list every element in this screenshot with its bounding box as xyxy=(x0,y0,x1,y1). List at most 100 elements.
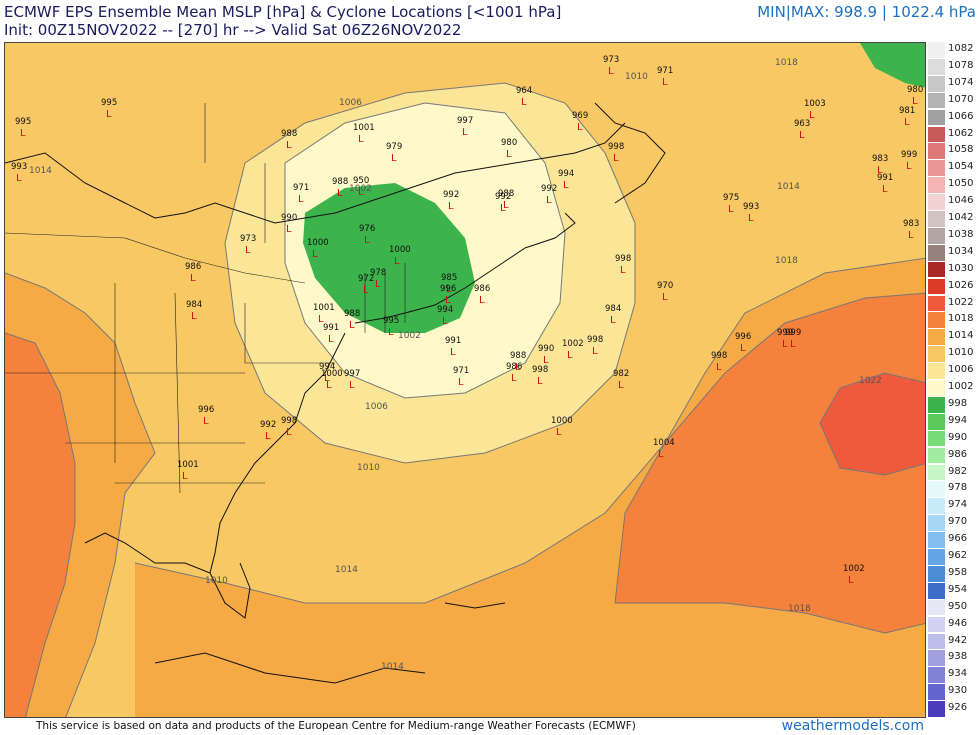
low-pressure-marker: L xyxy=(620,265,626,276)
isobar-label: 1022 xyxy=(859,376,882,386)
colorbar-label: 966 xyxy=(948,533,968,545)
low-pressure-value: 980 xyxy=(907,85,923,95)
low-pressure-marker: L xyxy=(906,161,912,172)
site-link[interactable]: weathermodels.com xyxy=(781,718,924,734)
colorbar-step: 962 xyxy=(928,549,978,565)
colorbar-label: 950 xyxy=(948,600,968,612)
colorbar-swatch xyxy=(928,92,945,109)
colorbar-swatch xyxy=(928,312,945,329)
low-pressure-value: 992 xyxy=(495,192,511,202)
pressure-field-1018-southwest xyxy=(5,333,75,717)
colorbar-swatch xyxy=(928,667,945,684)
low-pressure-marker: L xyxy=(790,339,796,350)
colorbar-label: 1066 xyxy=(948,110,974,122)
colorbar-label: 1054 xyxy=(948,161,974,173)
low-pressure-marker: L xyxy=(563,180,569,191)
colorbar-label: 990 xyxy=(948,431,968,443)
low-pressure-value: 986 xyxy=(474,284,490,294)
low-pressure-value: 998 xyxy=(532,365,548,375)
low-pressure-value: 996 xyxy=(735,332,751,342)
low-pressure-value: 1001 xyxy=(177,460,199,470)
colorbar-swatch xyxy=(928,464,945,481)
low-pressure-marker: L xyxy=(349,320,355,331)
low-pressure-value: 970 xyxy=(657,281,673,291)
colorbar-step: 1022 xyxy=(928,295,978,312)
colorbar-label: 978 xyxy=(948,482,968,494)
colorbar-swatch xyxy=(928,616,945,633)
map-title: ECMWF EPS Ensemble Mean MSLP [hPa] & Cyc… xyxy=(4,3,562,21)
low-pressure-value: 978 xyxy=(370,268,386,278)
low-pressure-marker: L xyxy=(515,362,521,373)
low-pressure-marker: L xyxy=(298,194,304,205)
low-pressure-value: 999 xyxy=(901,150,917,160)
low-pressure-value: 988 xyxy=(344,309,360,319)
isobar-label: 1010 xyxy=(625,72,648,82)
low-pressure-marker: L xyxy=(286,140,292,151)
colorbar-label: 1038 xyxy=(948,228,974,240)
low-pressure-value: 1000 xyxy=(551,416,573,426)
colorbar-label: 1018 xyxy=(948,313,974,325)
low-pressure-marker: L xyxy=(182,471,188,482)
low-pressure-value: 998 xyxy=(608,142,624,152)
low-pressure-marker: L xyxy=(286,224,292,235)
low-pressure-marker: L xyxy=(521,97,527,108)
low-pressure-value: 985 xyxy=(441,273,457,283)
colorbar-swatch xyxy=(928,160,945,177)
low-pressure-value: 980 xyxy=(501,138,517,148)
low-pressure-value: 1000 xyxy=(389,245,411,255)
colorbar-swatch xyxy=(928,329,945,346)
colorbar-step: 1042 xyxy=(928,211,978,227)
low-pressure-value: 1003 xyxy=(804,99,826,109)
colorbar-swatch xyxy=(928,515,945,531)
low-pressure-marker: L xyxy=(20,128,26,139)
low-pressure-marker: L xyxy=(318,314,324,325)
colorbar-step: 1038 xyxy=(928,227,978,244)
political-borders xyxy=(5,103,406,494)
colorbar-label: 942 xyxy=(948,634,968,646)
colorbar-label: 1070 xyxy=(948,93,974,105)
isobar-label: 1014 xyxy=(777,182,800,192)
low-pressure-marker: L xyxy=(16,173,22,184)
low-pressure-marker: L xyxy=(286,427,292,438)
colorbar-swatch xyxy=(928,549,945,565)
low-pressure-value: 990 xyxy=(281,213,297,223)
low-pressure-value: 996 xyxy=(440,284,456,294)
low-pressure-marker: L xyxy=(662,77,668,88)
low-pressure-marker: L xyxy=(326,380,332,391)
low-pressure-marker: L xyxy=(337,188,343,199)
low-pressure-value: 992 xyxy=(443,190,459,200)
colorbar-label: 1002 xyxy=(948,381,974,392)
low-pressure-marker: L xyxy=(450,347,456,358)
low-pressure-marker: L xyxy=(445,295,451,306)
low-pressure-value: 973 xyxy=(240,234,256,244)
low-pressure-value: 999 xyxy=(777,328,793,338)
low-pressure-value: 988 xyxy=(332,177,348,187)
colorbar-swatch xyxy=(928,346,945,362)
colorbar-swatch xyxy=(928,295,945,312)
low-pressure-value: 1004 xyxy=(653,438,675,448)
colorbar-label: 1046 xyxy=(948,195,974,207)
colorbar-step: 1082 xyxy=(928,42,978,58)
isobar-label: 1010 xyxy=(205,576,228,586)
colorbar-step: 1026 xyxy=(928,278,978,295)
colorbar-label: 1078 xyxy=(948,59,974,71)
colorbar-label: 1026 xyxy=(948,279,974,291)
colorbar-swatch xyxy=(928,413,945,430)
pressure-field-1022-core xyxy=(820,373,925,475)
low-pressure-marker: L xyxy=(608,66,614,77)
low-pressure-marker: L xyxy=(324,373,330,384)
colorbar-step: 942 xyxy=(928,633,978,650)
colorbar-label: 982 xyxy=(948,465,968,477)
colorbar-swatch xyxy=(928,42,945,58)
colorbar-step: 1062 xyxy=(928,126,978,143)
colorbar-step: 1034 xyxy=(928,244,978,261)
colorbar-label: 1058 xyxy=(948,144,974,156)
colorbar-swatch xyxy=(928,75,945,92)
colorbar-swatch xyxy=(928,565,945,582)
low-pressure-core xyxy=(303,183,475,333)
colorbar-swatch xyxy=(928,582,945,599)
colorbar-step: 994 xyxy=(928,413,978,430)
low-pressure-value: 998 xyxy=(615,254,631,264)
colorbar-swatch xyxy=(928,278,945,295)
